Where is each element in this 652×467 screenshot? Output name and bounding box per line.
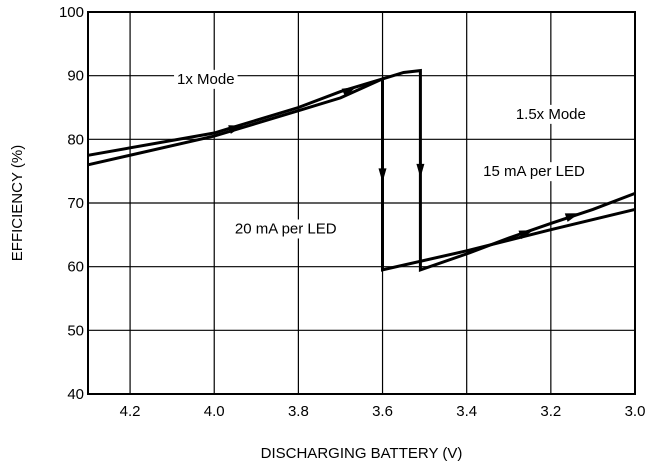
annotation-label: 15 mA per LED (483, 163, 585, 180)
annotation-background (480, 162, 589, 182)
x-tick-label: 3.4 (456, 403, 477, 420)
plot-frame (87, 11, 636, 395)
y-tick-label: 50 (67, 322, 84, 339)
x-tick-label: 3.6 (372, 403, 393, 420)
annotation-background (231, 219, 340, 239)
x-axis-label: DISCHARGING BATTERY (V) (261, 445, 463, 462)
arrow-group (228, 87, 580, 240)
series-line-1 (87, 76, 636, 272)
y-tick-labels: 40 50 60 70 80 90 100 (59, 4, 84, 403)
x-tick-label: 4.0 (204, 403, 225, 420)
series-line-2 (87, 68, 636, 273)
grid (88, 11, 636, 395)
x-tick-label: 3.0 (625, 403, 646, 420)
arrow-marker-1 (228, 125, 243, 134)
arrow-marker-5 (518, 230, 534, 240)
annotation-group: 1x Mode 1.5x Mode 15 mA per LED 20 mA per L… (174, 69, 589, 239)
arrow-marker-2 (341, 87, 357, 97)
y-axis-label: EFFICIENCY (%) (9, 145, 26, 261)
annotation-background (174, 69, 238, 89)
series-group (87, 68, 636, 273)
y-tick-label: 80 (67, 131, 84, 148)
x-tick-labels: 4.2 4.0 3.8 3.6 3.4 3.2 3.0 (120, 403, 646, 420)
annotation-label: 1.5x Mode (516, 106, 586, 123)
x-tick-label: 3.2 (540, 403, 561, 420)
y-tick-label: 90 (67, 68, 84, 85)
x-tick-label: 3.8 (288, 403, 309, 420)
y-tick-label: 100 (59, 4, 84, 21)
x-tick-label: 4.2 (120, 403, 141, 420)
y-tick-label: 70 (67, 195, 84, 212)
arrow-marker-3 (378, 168, 387, 183)
annotation-label: 1x Mode (177, 71, 235, 88)
y-tick-label: 60 (67, 259, 84, 276)
annotation-background (512, 104, 589, 124)
annotation-label: 20 mA per LED (235, 220, 337, 237)
arrow-marker-6 (564, 213, 580, 222)
y-tick-label: 40 (67, 386, 84, 403)
arrow-marker-4 (416, 163, 425, 178)
